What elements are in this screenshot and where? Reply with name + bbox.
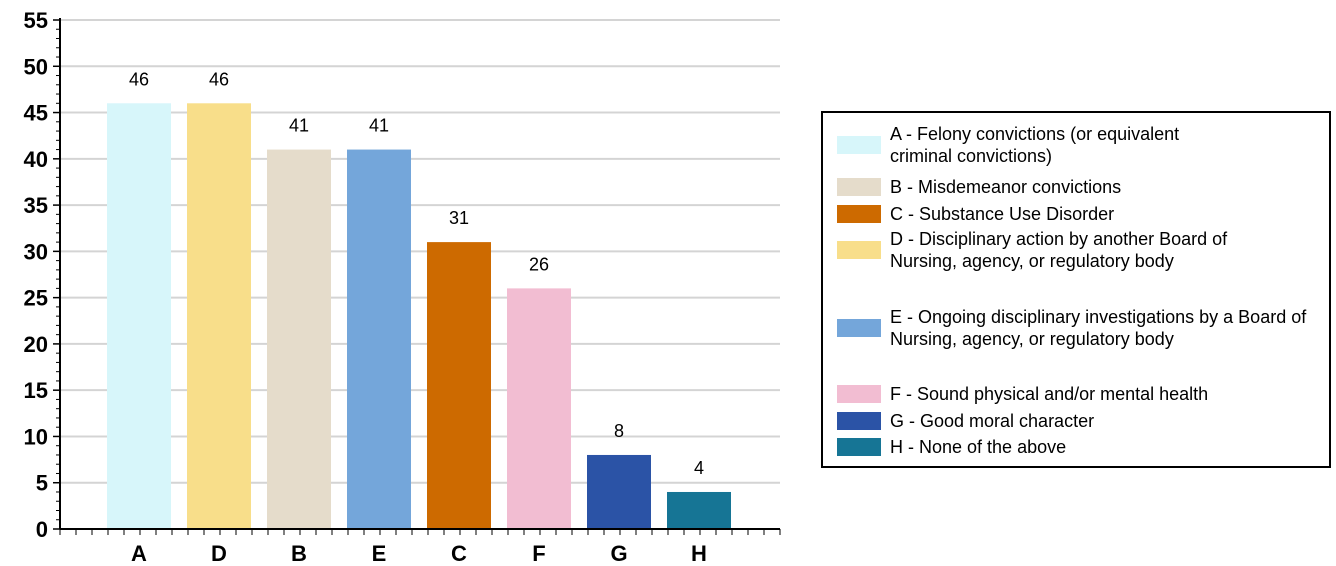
- legend-label: E - Ongoing disciplinary investigations …: [890, 307, 1307, 349]
- legend-item: A - Felony convictions (or equivalent cr…: [837, 123, 1317, 167]
- legend-label: G - Good moral character: [890, 411, 1095, 431]
- bar-g: [587, 454, 651, 529]
- x-tick-label: H: [691, 541, 707, 566]
- legend-item: C - Substance Use Disorder: [837, 203, 1317, 225]
- legend-label: B - Misdemeanor convictions: [890, 177, 1122, 197]
- x-tick-label: G: [610, 541, 627, 566]
- bar-e: [347, 149, 411, 529]
- legend: A - Felony convictions (or equivalent cr…: [821, 111, 1331, 468]
- legend-item: B - Misdemeanor convictions: [837, 176, 1317, 198]
- data-labels: 46 46 41 41 31 26 8 4: [129, 69, 704, 478]
- data-label: 41: [369, 116, 389, 136]
- y-tick-label: 55: [24, 8, 48, 33]
- y-tick-labels: 0 5 10 15 20 25 30 35 40 45 50 55: [24, 8, 48, 542]
- x-tick-label: A: [131, 541, 147, 566]
- bars: [107, 103, 731, 530]
- bar-a: [107, 103, 171, 530]
- legend-swatch: [837, 136, 881, 154]
- legend-swatch: [837, 319, 881, 337]
- x-tick-label: E: [372, 541, 387, 566]
- bar-h: [667, 491, 731, 529]
- data-label: 41: [289, 116, 309, 136]
- bar-c: [427, 242, 491, 530]
- bar-d: [187, 103, 251, 530]
- y-tick-label: 5: [36, 471, 48, 496]
- legend-swatch: [837, 438, 881, 456]
- legend-label: F - Sound physical and/or mental health: [890, 384, 1209, 404]
- legend-swatch: [837, 205, 881, 223]
- y-tick-label: 15: [24, 378, 48, 403]
- y-tick-label: 30: [24, 239, 48, 264]
- y-tick-label: 25: [24, 286, 48, 311]
- legend-item: E - Ongoing disciplinary investigations …: [837, 306, 1317, 350]
- data-label: 46: [129, 69, 149, 89]
- data-label: 46: [209, 69, 229, 89]
- legend-item: F - Sound physical and/or mental health: [837, 383, 1317, 405]
- y-tick-label: 35: [24, 193, 48, 218]
- gridlines: [53, 19, 780, 530]
- y-tick-label: 40: [24, 147, 48, 172]
- y-tick-label: 50: [24, 54, 48, 79]
- legend-swatch: [837, 412, 881, 430]
- x-tick-label: C: [451, 541, 467, 566]
- data-label: 8: [614, 421, 624, 441]
- y-tick-label: 20: [24, 332, 48, 357]
- bar-f: [507, 288, 571, 529]
- x-tick-label: F: [532, 541, 545, 566]
- legend-swatch: [837, 178, 881, 196]
- legend-label: A - Felony convictions (or equivalent cr…: [890, 124, 1180, 166]
- x-tick-label: B: [291, 541, 307, 566]
- data-label: 31: [449, 208, 469, 228]
- legend-item: D - Disciplinary action by another Board…: [837, 228, 1317, 272]
- bar-chart: 0 5 10 15 20 25 30 35 40 45 50 55 A D B E C F G H 46 46 41 41…: [24, 8, 781, 566]
- axes: [59, 18, 781, 535]
- legend-label: C - Substance Use Disorder: [890, 204, 1115, 224]
- y-tick-label: 45: [24, 101, 48, 126]
- legend-label: H - None of the above: [890, 437, 1067, 457]
- bar-b: [267, 149, 331, 529]
- legend-swatch: [837, 241, 881, 259]
- y-tick-label: 0: [36, 517, 48, 542]
- data-label: 26: [529, 254, 549, 274]
- legend-item: G - Good moral character: [837, 410, 1317, 432]
- y-tick-label: 10: [24, 424, 48, 449]
- legend-label: D - Disciplinary action by another Board…: [890, 229, 1228, 271]
- x-tick-label: D: [211, 541, 227, 566]
- legend-item: H - None of the above: [837, 436, 1317, 458]
- data-label: 4: [694, 458, 704, 478]
- legend-swatch: [837, 385, 881, 403]
